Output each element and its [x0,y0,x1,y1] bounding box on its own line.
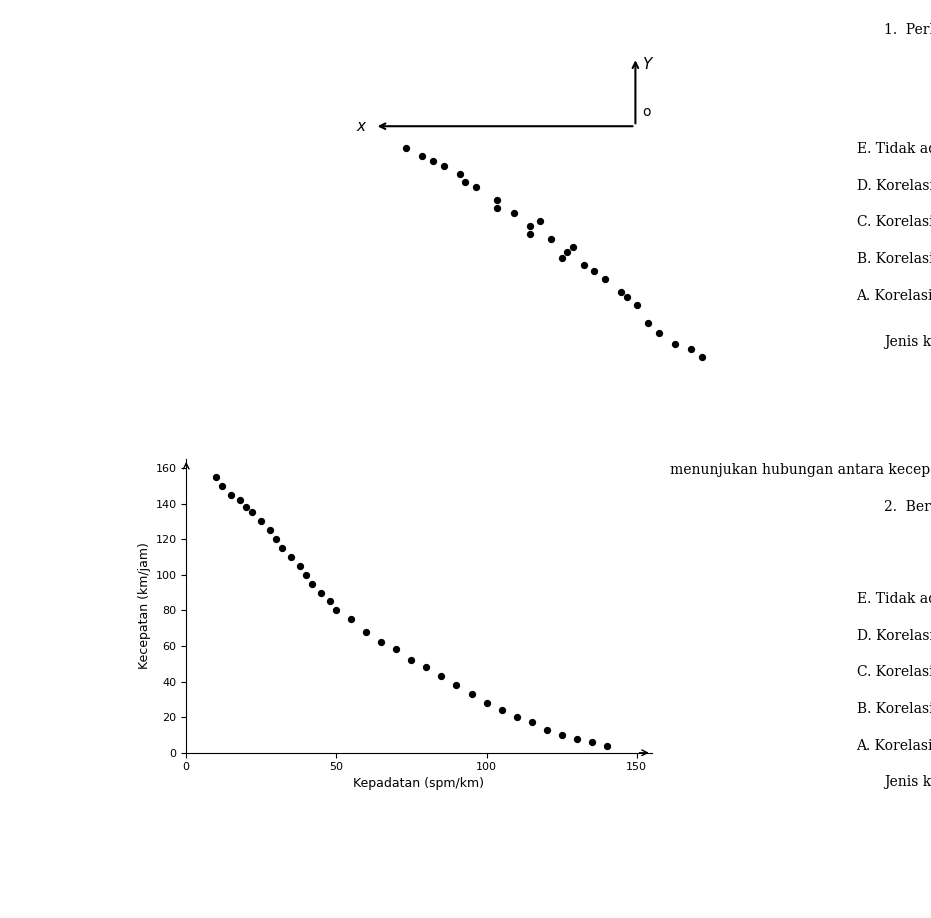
Point [600,738,614,753]
Point [584,734,599,749]
Point [398,140,413,155]
Text: x: x [356,118,365,134]
Point [509,710,524,724]
Text: C. Korelasi kuadratik: C. Korelasi kuadratik [857,666,931,679]
Point [359,624,374,639]
Point [425,154,440,169]
Point [506,206,521,220]
Point [239,499,254,514]
Point [293,558,308,573]
Point [490,193,505,207]
Point [299,567,314,582]
Point [614,285,628,299]
Point [263,523,277,538]
Point [374,635,389,650]
Point [619,289,634,304]
Text: B. Korelasi positif: B. Korelasi positif [857,252,931,266]
Point [522,219,537,234]
Text: D. Korelasi non linier: D. Korelasi non linier [857,179,931,193]
Point [641,316,655,330]
Point [314,585,329,599]
Text: B. Korelasi positif: B. Korelasi positif [857,702,931,716]
Point [560,245,574,260]
Point [533,214,548,229]
Point [329,603,344,618]
Text: D. Korelasi non linier: D. Korelasi non linier [857,629,931,643]
Point [490,201,505,216]
Point [464,687,479,701]
Point [555,251,570,265]
Point [449,677,464,692]
Point [565,240,580,254]
Point [414,149,429,163]
Text: Jenis korelasi yang sesuai dengan data pada diagram diatas adalah ....: Jenis korelasi yang sesuai dengan data p… [884,776,931,789]
Point [404,653,419,667]
Point [539,722,554,737]
Point [569,731,584,745]
Point [209,469,223,484]
Y-axis label: Kecepatan (km/jam): Kecepatan (km/jam) [138,543,151,669]
Point [468,180,483,195]
Point [419,660,434,675]
Point [284,550,299,565]
Point [269,532,284,546]
Text: A. Korelasi negatif: A. Korelasi negatif [857,739,931,753]
Point [436,159,451,174]
Point [494,702,509,717]
Point [479,696,494,711]
Point [254,514,269,529]
Point [344,612,358,627]
Point [215,478,230,493]
Text: C. Korelasi kuadratik: C. Korelasi kuadratik [857,216,931,230]
Text: menunjukan hubungan antara kecepatan kendaraan dan kepadatan lalu lintas.: menunjukan hubungan antara kecepatan ken… [670,464,931,477]
X-axis label: Kepadatan (spm/km): Kepadatan (spm/km) [354,777,484,789]
Point [668,336,682,351]
Point [684,341,699,356]
Point [323,594,338,609]
Text: E. Tidak ada korelasi: E. Tidak ada korelasi [857,142,931,156]
Point [275,541,290,555]
Point [587,263,601,278]
Point [389,643,404,657]
Point [245,505,260,520]
Point [695,350,709,364]
Text: o: o [641,106,651,119]
Text: A. Korelasi negatif: A. Korelasi negatif [857,289,931,303]
Point [223,487,238,502]
Point [522,227,537,241]
Text: 1.  Perhatikan digaram pencar berikut.: 1. Perhatikan digaram pencar berikut. [884,23,931,37]
Text: 2.  Berikut  diagram  pencar  yang: 2. Berikut diagram pencar yang [884,500,931,514]
Point [458,174,473,189]
Point [524,715,539,730]
Point [598,271,613,285]
Point [233,493,248,508]
Text: Y: Y [641,57,652,73]
Point [652,326,667,341]
Text: Jenis korelasi antara variabel x dan y pada diagram tersebut adalah....: Jenis korelasi antara variabel x dan y p… [884,335,931,349]
Point [434,669,449,684]
Point [576,258,591,273]
Text: E. Tidak ada korelasi: E. Tidak ada korelasi [857,592,931,606]
Point [544,232,559,247]
Point [452,167,467,182]
Point [304,577,319,591]
Point [630,297,645,312]
Point [554,728,569,743]
